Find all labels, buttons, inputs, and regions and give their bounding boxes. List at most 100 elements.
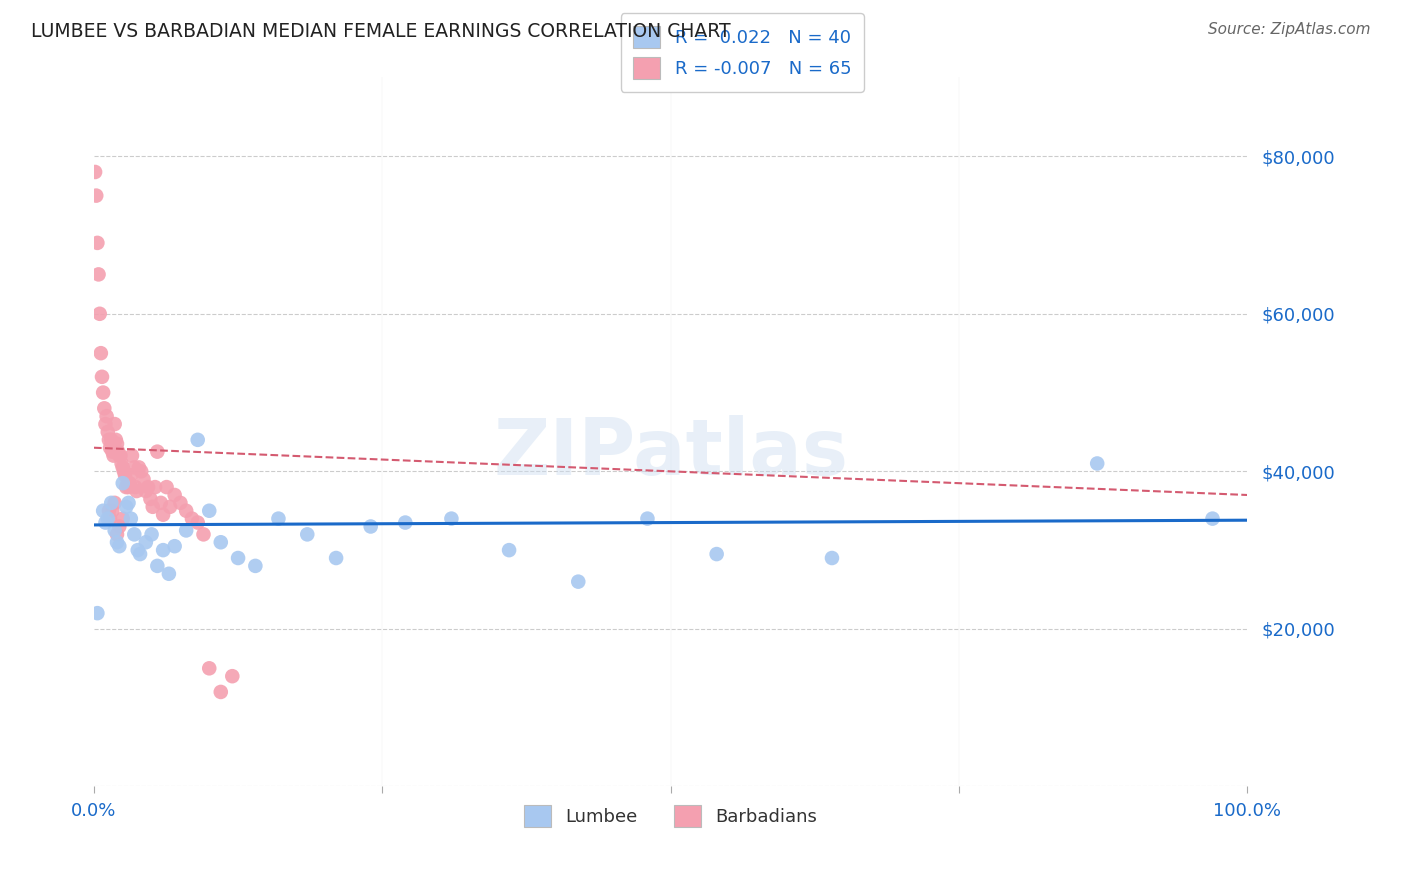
Point <box>87 268 110 282</box>
Point <box>101 444 124 458</box>
Point <box>139 491 162 506</box>
Point <box>325 551 347 566</box>
Point <box>104 496 127 510</box>
Point <box>498 543 520 558</box>
Point <box>105 535 128 549</box>
Point <box>105 437 128 451</box>
Point <box>157 566 180 581</box>
Point <box>297 527 319 541</box>
Point <box>159 500 181 514</box>
Point <box>152 508 174 522</box>
Point <box>245 558 267 573</box>
Point <box>108 449 131 463</box>
Point <box>135 535 157 549</box>
Point <box>181 511 204 525</box>
Point <box>124 527 146 541</box>
Point <box>174 504 197 518</box>
Point <box>91 504 114 518</box>
Point <box>97 504 120 518</box>
Point <box>96 409 118 424</box>
Point <box>115 500 138 514</box>
Point <box>108 519 131 533</box>
Point <box>198 661 221 675</box>
Point <box>209 535 232 549</box>
Point <box>90 346 112 360</box>
Point <box>1201 511 1223 525</box>
Point <box>117 476 139 491</box>
Point <box>100 433 122 447</box>
Point <box>129 464 152 478</box>
Point <box>97 511 120 525</box>
Point <box>108 539 131 553</box>
Point <box>132 472 155 486</box>
Point <box>135 484 157 499</box>
Point <box>163 488 186 502</box>
Point <box>169 496 191 510</box>
Point <box>94 417 117 431</box>
Point <box>84 188 107 202</box>
Text: ZIPatlas: ZIPatlas <box>494 416 848 491</box>
Point <box>120 468 142 483</box>
Point <box>821 551 844 566</box>
Point <box>146 444 169 458</box>
Point <box>84 165 107 179</box>
Point <box>121 449 143 463</box>
Point <box>101 504 124 518</box>
Point <box>394 516 416 530</box>
Point <box>146 558 169 573</box>
Text: Source: ZipAtlas.com: Source: ZipAtlas.com <box>1208 22 1371 37</box>
Point <box>1085 457 1108 471</box>
Point <box>440 511 463 525</box>
Point <box>105 527 128 541</box>
Point <box>226 551 249 566</box>
Point <box>112 464 135 478</box>
Point <box>111 511 134 525</box>
Point <box>107 444 129 458</box>
Point <box>117 480 139 494</box>
Point <box>636 511 658 525</box>
Point <box>128 460 150 475</box>
Point <box>360 519 382 533</box>
Point <box>141 527 163 541</box>
Point <box>110 457 132 471</box>
Point <box>198 504 221 518</box>
Point <box>706 547 728 561</box>
Point <box>118 476 141 491</box>
Point <box>104 524 127 538</box>
Point <box>127 543 149 558</box>
Point <box>91 369 114 384</box>
Point <box>120 511 142 525</box>
Point <box>149 496 172 510</box>
Point <box>97 425 120 439</box>
Point <box>221 669 243 683</box>
Point <box>152 543 174 558</box>
Point <box>89 307 111 321</box>
Point <box>187 516 209 530</box>
Point <box>91 385 114 400</box>
Point <box>117 496 139 510</box>
Point <box>86 235 108 250</box>
Point <box>129 547 152 561</box>
Point <box>111 460 134 475</box>
Point <box>111 476 134 491</box>
Point <box>103 449 125 463</box>
Point <box>163 539 186 553</box>
Point <box>124 480 146 494</box>
Point <box>94 516 117 530</box>
Point <box>86 606 108 620</box>
Point <box>104 417 127 431</box>
Point <box>125 484 148 499</box>
Point <box>124 460 146 475</box>
Point <box>114 468 136 483</box>
Point <box>155 480 177 494</box>
Point <box>143 480 166 494</box>
Point <box>100 496 122 510</box>
Text: LUMBEE VS BARBADIAN MEDIAN FEMALE EARNINGS CORRELATION CHART: LUMBEE VS BARBADIAN MEDIAN FEMALE EARNIN… <box>31 22 731 41</box>
Point <box>93 401 115 416</box>
Point <box>98 441 121 455</box>
Point <box>567 574 589 589</box>
Point <box>267 511 290 525</box>
Point <box>136 480 159 494</box>
Legend: Lumbee, Barbadians: Lumbee, Barbadians <box>516 797 824 834</box>
Point <box>209 685 232 699</box>
